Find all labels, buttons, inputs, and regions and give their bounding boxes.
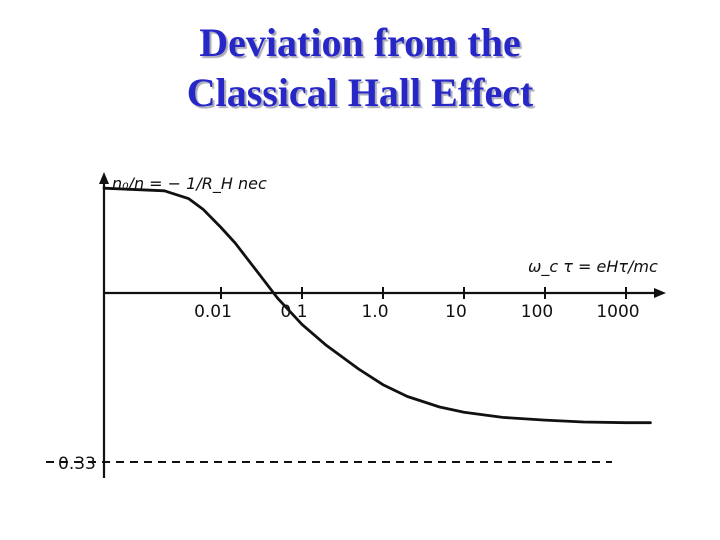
title-line-2: Classical Hall Effect — [186, 70, 534, 115]
x-tick-label: 1000 — [596, 302, 639, 322]
x-tick-label: 0.01 — [194, 302, 232, 322]
chart-axes — [46, 172, 666, 478]
x-tick-label: 10 — [445, 302, 467, 322]
chart-curve — [102, 186, 652, 425]
y-reference-label: 0.33 — [58, 454, 96, 474]
slide-title: Deviation from the Classical Hall Effect — [0, 18, 720, 118]
x-tick-label: 1.0 — [361, 302, 388, 322]
x-axis-label: ω_c τ = eHτ/mc — [528, 257, 658, 277]
y-axis-label: n₀/n = − 1/R_H nec — [112, 174, 267, 194]
x-axis-arrow — [654, 288, 666, 298]
data-curve — [102, 186, 652, 425]
title-line-1: Deviation from the — [199, 20, 521, 65]
y-axis-arrow — [99, 172, 109, 184]
x-tick-label: 100 — [521, 302, 553, 322]
